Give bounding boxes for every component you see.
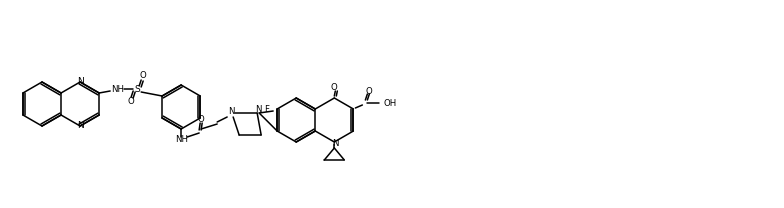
Text: N: N	[332, 140, 339, 149]
Text: O: O	[331, 83, 338, 92]
Text: S: S	[134, 84, 140, 94]
Text: O: O	[198, 114, 205, 124]
Text: NH: NH	[111, 84, 124, 94]
Text: N: N	[228, 106, 234, 115]
Text: O: O	[140, 72, 147, 80]
Text: OH: OH	[383, 99, 397, 109]
Text: N: N	[77, 121, 83, 130]
Text: N: N	[77, 78, 83, 87]
Text: O: O	[128, 98, 135, 106]
Text: O: O	[366, 87, 372, 95]
Text: F: F	[264, 104, 269, 114]
Text: NH: NH	[175, 135, 187, 145]
Text: N: N	[255, 104, 261, 114]
